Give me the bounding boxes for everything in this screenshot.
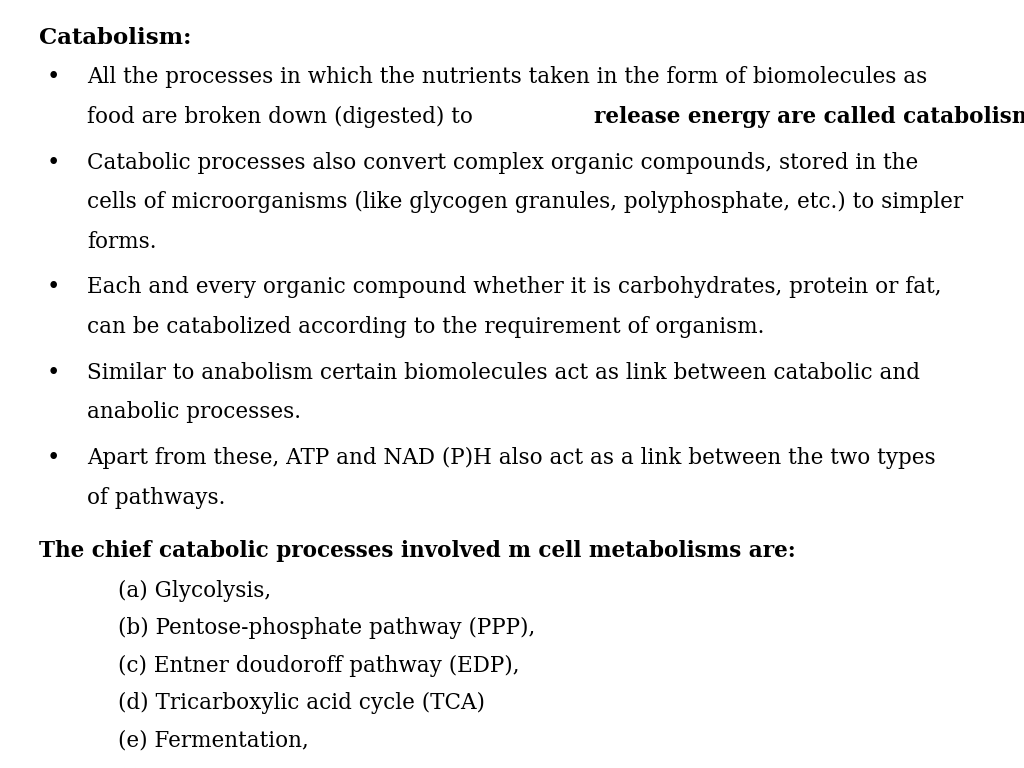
Text: (e) Fermentation,: (e) Fermentation, <box>118 730 308 752</box>
Text: forms.: forms. <box>87 230 157 253</box>
Text: Each and every organic compound whether it is carbohydrates, protein or fat,: Each and every organic compound whether … <box>87 276 941 299</box>
Text: Similar to anabolism certain biomolecules act as link between catabolic and: Similar to anabolism certain biomolecule… <box>87 362 920 384</box>
Text: (b) Pentose-phosphate pathway (PPP),: (b) Pentose-phosphate pathway (PPP), <box>118 617 535 639</box>
Text: cells of microorganisms (like glycogen granules, polyphosphate, etc.) to simpler: cells of microorganisms (like glycogen g… <box>87 191 964 214</box>
Text: (a) Glycolysis,: (a) Glycolysis, <box>118 579 271 601</box>
Text: can be catabolized according to the requirement of organism.: can be catabolized according to the requ… <box>87 316 764 338</box>
Text: The chief catabolic processes involved m cell metabolisms are:: The chief catabolic processes involved m… <box>39 540 796 562</box>
Text: (c) Entner doudoroff pathway (EDP),: (c) Entner doudoroff pathway (EDP), <box>118 654 519 677</box>
Text: of pathways.: of pathways. <box>87 487 225 508</box>
Text: •: • <box>46 67 60 88</box>
Text: •: • <box>46 447 60 469</box>
Text: anabolic processes.: anabolic processes. <box>87 401 301 423</box>
Text: •: • <box>46 276 60 299</box>
Text: •: • <box>46 362 60 384</box>
Text: Apart from these, ATP and NAD (P)H also act as a link between the two types: Apart from these, ATP and NAD (P)H also … <box>87 447 936 469</box>
Text: •: • <box>46 152 60 174</box>
Text: release energy are called catabolism: release energy are called catabolism <box>594 106 1024 128</box>
Text: (d) Tricarboxylic acid cycle (TCA): (d) Tricarboxylic acid cycle (TCA) <box>118 693 484 714</box>
Text: Catabolic processes also convert complex organic compounds, stored in the: Catabolic processes also convert complex… <box>87 152 919 174</box>
Text: food are broken down (digested) to: food are broken down (digested) to <box>87 106 480 128</box>
Text: Catabolism:: Catabolism: <box>39 27 191 49</box>
Text: All the processes in which the nutrients taken in the form of biomolecules as: All the processes in which the nutrients… <box>87 67 928 88</box>
